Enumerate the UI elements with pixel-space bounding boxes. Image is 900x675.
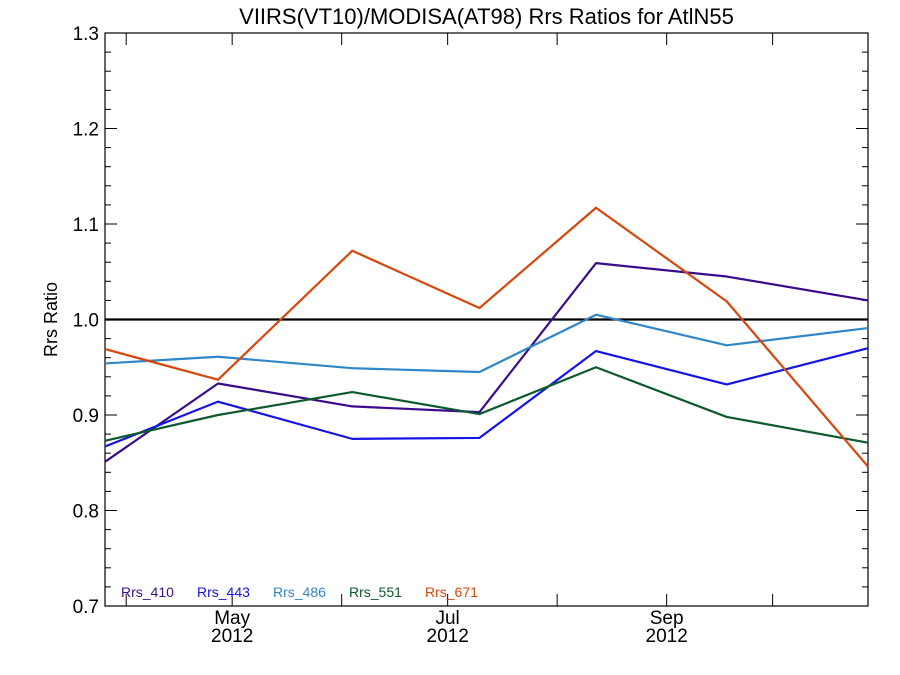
x-tick-month-label: Jul	[435, 608, 459, 629]
legend-entry-rrs-443: Rrs_443	[197, 584, 250, 600]
x-tick-year-label: 2012	[211, 626, 253, 647]
series-lines	[104, 206, 869, 468]
series-line-rrs-671	[104, 206, 869, 468]
y-tick-label: 0.8	[73, 502, 99, 523]
legend: Rrs_410 Rrs_443 Rrs_486 Rrs_551 Rrs_671	[121, 584, 478, 600]
x-tick-year-label: 2012	[646, 626, 688, 647]
legend-entry-rrs-671: Rrs_671	[425, 584, 478, 600]
y-tick-label: 0.9	[73, 406, 99, 427]
x-tick-year-label: 2012	[427, 626, 469, 647]
series-line-rrs-443	[104, 347, 869, 448]
legend-entry-rrs-410: Rrs_410	[121, 584, 174, 600]
x-tick-month-label: May	[214, 608, 250, 629]
axis-ticks: 0.70.80.91.01.11.21.3May2012Jul2012Sep20…	[73, 24, 868, 647]
series-line-rrs-410	[104, 262, 869, 463]
y-tick-label: 1.0	[73, 311, 99, 332]
y-axis-title: Rrs Ratio	[41, 282, 61, 357]
y-tick-label: 1.3	[73, 24, 99, 45]
legend-entry-rrs-551: Rrs_551	[349, 584, 402, 600]
x-tick-month-label: Sep	[650, 608, 684, 629]
series-line-rrs-551	[104, 366, 869, 444]
legend-entry-rrs-486: Rrs_486	[273, 584, 326, 600]
series-line-rrs-486	[104, 313, 869, 374]
y-tick-label: 1.1	[73, 215, 99, 236]
chart-title: VIIRS(VT10)/MODISA(AT98) Rrs Ratios for …	[239, 4, 734, 29]
y-tick-label: 0.7	[73, 597, 99, 618]
y-tick-label: 1.2	[73, 120, 99, 141]
